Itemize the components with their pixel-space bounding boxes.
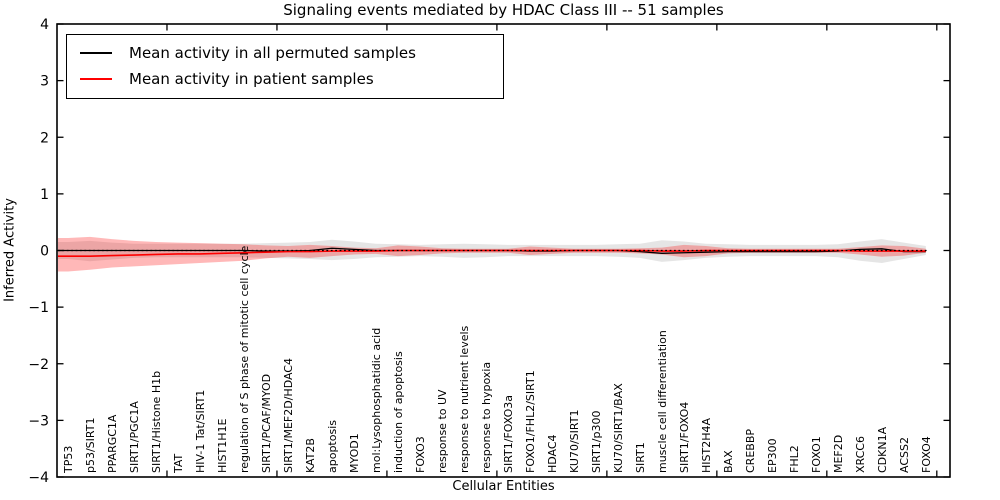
x-entity-label: TP53 xyxy=(62,446,75,474)
y-tick-label: 2 xyxy=(40,130,49,146)
x-entity-label: induction of apoptosis xyxy=(392,351,405,473)
x-entity-label: MEF2D xyxy=(832,435,845,473)
x-entity-label: FOXO3 xyxy=(414,436,427,473)
x-entity-label: response to hypoxia xyxy=(480,362,493,473)
x-entity-label: PPARGC1A xyxy=(106,414,119,473)
x-entity-label: CDKN1A xyxy=(876,426,889,473)
x-entity-label: apoptosis xyxy=(326,420,339,473)
x-entity-label: SIRT1/PCAF/MYOD xyxy=(260,374,273,473)
x-entity-label: CREBBP xyxy=(744,429,757,473)
x-entity-label: XRCC6 xyxy=(854,436,867,473)
y-tick-label: −3 xyxy=(28,413,49,429)
x-entity-label: muscle cell differentiation xyxy=(656,330,669,473)
legend-item-patient: Mean activity in patient samples xyxy=(67,66,503,92)
x-entity-label: SIRT1 xyxy=(634,442,647,473)
chart-title: Signaling events mediated by HDAC Class … xyxy=(283,1,724,19)
y-tick-label: −4 xyxy=(28,470,49,486)
y-axis-label: Inferred Activity xyxy=(2,198,18,302)
x-entity-label: KU70/SIRT1 xyxy=(568,410,581,473)
x-entity-label: SIRT1/Histone H1b xyxy=(150,371,163,473)
y-tick-label: 0 xyxy=(40,244,49,260)
x-axis-label: Cellular Entities xyxy=(452,479,555,494)
x-entity-label: FOXO4 xyxy=(920,436,933,473)
x-entity-label: mol:Lysophosphatidic acid xyxy=(370,328,383,473)
legend: Mean activity in all permuted samples Me… xyxy=(66,34,504,99)
y-tick-label: −1 xyxy=(28,300,49,316)
x-entity-label: KU70/SIRT1/BAX xyxy=(612,383,625,473)
x-entity-label: BAX xyxy=(722,450,735,473)
x-entity-label: response to UV xyxy=(436,389,449,473)
legend-item-permuted: Mean activity in all permuted samples xyxy=(67,40,503,66)
legend-label-permuted: Mean activity in all permuted samples xyxy=(129,44,416,62)
y-tick-label: 3 xyxy=(40,74,49,90)
x-entity-label: HDAC4 xyxy=(546,434,559,473)
x-entity-label: SIRT1/FOXO4 xyxy=(678,402,691,473)
x-entity-label: EP300 xyxy=(766,438,779,473)
x-entity-label: p53/SIRT1 xyxy=(84,418,97,473)
x-entity-label: SIRT1/PGC1A xyxy=(128,401,141,473)
x-entity-label: SIRT1/p300 xyxy=(590,411,603,473)
x-entity-label: FOXO1 xyxy=(810,436,823,473)
permuted-line-swatch xyxy=(80,52,112,54)
x-entity-label: ACSS2 xyxy=(898,437,911,473)
x-entity-label: SIRT1/MEF2D/HDAC4 xyxy=(282,358,295,473)
legend-label-patient: Mean activity in patient samples xyxy=(129,70,374,88)
x-entity-label: response to nutrient levels xyxy=(458,325,471,473)
y-tick-label: 1 xyxy=(40,187,49,203)
x-entity-label: SIRT1/FOXO3a xyxy=(502,395,515,473)
x-entity-label: HIV-1 Tat/SIRT1 xyxy=(194,390,207,473)
y-tick-label: 4 xyxy=(40,17,49,33)
y-tick-label: −2 xyxy=(28,357,49,373)
patient-variance-band xyxy=(58,236,926,272)
x-entity-label: FOXO1/FHL2/SIRT1 xyxy=(524,370,537,473)
x-entity-label: KAT2B xyxy=(304,438,317,473)
x-entity-label: TAT xyxy=(172,453,185,474)
patient-line-swatch xyxy=(80,78,112,80)
x-entity-label: HIST2H4A xyxy=(700,418,713,473)
x-entity-label: regulation of S phase of mitotic cell cy… xyxy=(238,245,251,473)
x-entity-label: FHL2 xyxy=(788,445,801,473)
x-entity-label: HIST1H1E xyxy=(216,419,229,473)
x-entity-label: MYOD1 xyxy=(348,433,361,473)
